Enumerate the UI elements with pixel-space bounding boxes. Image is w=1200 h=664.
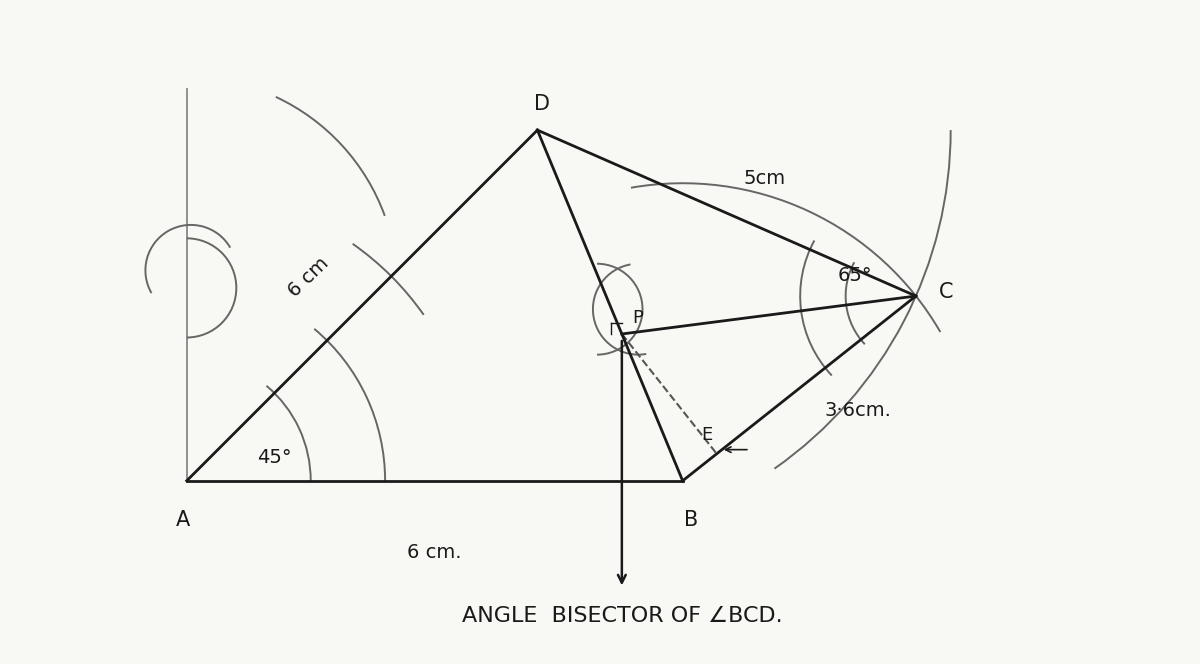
Text: B: B — [684, 510, 698, 530]
Text: ANGLE  BISECTOR OF ∠BCD.: ANGLE BISECTOR OF ∠BCD. — [462, 606, 782, 626]
Text: E: E — [701, 426, 713, 444]
Text: 6 cm.: 6 cm. — [408, 542, 462, 562]
Text: A: A — [175, 510, 190, 530]
Text: 45°: 45° — [257, 448, 292, 467]
Text: C: C — [940, 282, 954, 302]
Text: 3·6cm.: 3·6cm. — [824, 401, 890, 420]
Text: 5cm: 5cm — [743, 169, 785, 189]
Text: D: D — [534, 94, 550, 114]
Text: 65°: 65° — [838, 266, 872, 285]
Text: P: P — [631, 309, 643, 327]
Text: 6 cm: 6 cm — [284, 254, 332, 301]
